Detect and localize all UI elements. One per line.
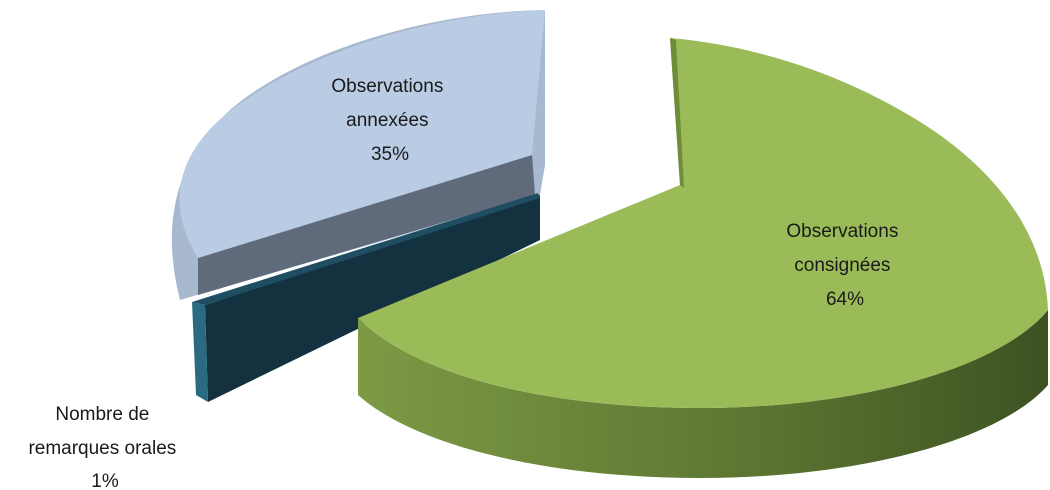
slice-observations-consignees — [358, 38, 1048, 478]
label-annexees: Observations annexées 35% — [331, 76, 448, 165]
slice-consignees-side — [358, 310, 1048, 478]
label-orales-value: 1% — [91, 471, 119, 490]
label-consignees-line2: consignées — [794, 255, 890, 276]
label-orales: Nombre de remarques orales 1% — [28, 404, 181, 490]
label-orales-line2: remarques orales — [28, 438, 176, 459]
label-annexees-value: 35% — [371, 144, 409, 165]
label-orales-line1: Nombre de — [55, 404, 149, 425]
slice-consignees-top — [358, 38, 1048, 408]
slice-orales-front — [205, 195, 540, 402]
label-annexees-line1: Observations — [331, 76, 443, 97]
slice-annexees-top — [179, 10, 545, 258]
label-consignees-line1: Observations — [786, 221, 898, 242]
slice-remarques-orales — [192, 193, 540, 402]
label-annexees-line2: annexées — [346, 110, 428, 131]
slice-consignees-cut-edge — [670, 38, 684, 188]
slice-orales-edge — [192, 302, 208, 402]
slice-observations-annexees — [171, 10, 545, 300]
slice-orales-top — [192, 193, 540, 305]
label-consignees: Observations consignées 64% — [786, 221, 903, 310]
label-consignees-value: 64% — [826, 289, 864, 310]
slice-annexees-cut-face — [198, 155, 535, 295]
